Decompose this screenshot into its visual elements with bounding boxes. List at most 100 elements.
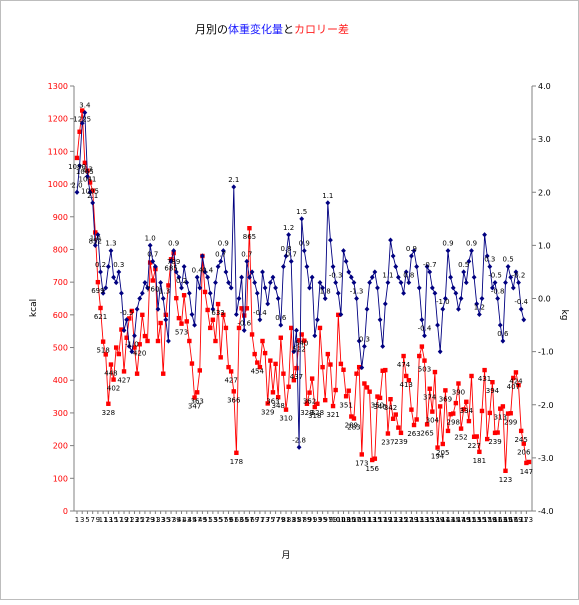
weight-point [194,274,200,280]
weight-point [113,279,119,286]
x-tick-label: 93 [313,516,322,524]
calorie-point [231,389,236,394]
calorie-point [461,407,466,412]
weight-point [456,306,461,312]
weight-data-label: 0.2 [176,277,187,285]
calorie-data-label: 633 [211,309,224,317]
calorie-point [477,449,482,455]
calorie-point [77,129,82,134]
calorie-point [82,160,88,166]
calorie-data-label: 540 [295,339,308,347]
x-tick-label: 135 [420,516,433,524]
weight-point [129,349,135,355]
x-tick-label: 33 [156,516,165,524]
weight-data-label: 1.8 [320,288,331,296]
calorie-point [283,407,289,412]
weight-point [145,285,150,291]
calorie-point [521,441,526,446]
y-right-tick-label: -1.0 [538,348,554,357]
calorie-data-label: 448 [104,370,117,378]
weight-point [273,285,278,291]
weight-data-label: 0.7 [215,250,226,258]
weight-point [257,317,263,323]
calorie-point [341,367,346,372]
weight-point [100,290,106,296]
calorie-data-label: 351 [339,401,352,409]
weight-point [395,274,401,280]
weight-point [226,279,231,286]
x-tick-label: 91 [308,516,317,524]
calorie-point [187,338,192,344]
calorie-point [260,338,265,344]
weight-point [98,269,103,275]
weight-point [267,279,273,286]
calorie-point [422,358,427,363]
calorie-point [424,422,430,427]
calorie-point [189,361,195,366]
y-right-tick-label: 3.0 [538,135,551,144]
weight-data-label: 0.9 [442,240,453,248]
weight-point [111,274,116,280]
calorie-data-label: 366 [227,396,241,404]
calorie-data-label: 369 [439,395,452,403]
x-tick-label: 133 [415,516,428,524]
y-right-tick-label: 2.0 [538,188,551,197]
calorie-point [437,404,443,409]
weight-point [87,189,93,195]
weight-point [90,200,96,206]
calorie-data-label: 427 [117,376,130,384]
weight-point [168,258,174,264]
weight-point [176,274,182,280]
calorie-data-label: 621 [94,313,107,321]
calorie-data-label: 362 [303,398,316,406]
weight-point [77,163,83,169]
calorie-point [315,401,320,406]
x-tick-label: 23 [130,516,139,524]
y-right-tick-label: 0.0 [538,295,551,304]
weight-point [247,274,252,280]
weight-data-label: 0.6 [275,314,287,322]
calorie-point [194,390,200,395]
x-tick-label: 105 [342,516,355,524]
calorie-data-label: 328 [311,409,324,417]
series-weight-change [74,109,527,450]
calorie-point [129,308,135,314]
weight-data-label: 0.9 [406,245,417,253]
weight-data-label: 1.5 [296,208,307,216]
calorie-point [155,338,161,344]
calorie-point [503,468,508,473]
calorie-point [414,417,419,422]
y-left-tick-label: 300 [53,409,68,418]
calorie-data-label: 699 [91,287,104,295]
x-tick-label: 161 [488,516,501,524]
weight-point [139,290,145,296]
x-tick-label: 169 [509,516,522,524]
weight-point [442,295,448,302]
weight-point [155,306,161,312]
calorie-point [87,180,93,185]
weight-data-label: 0.7 [147,250,158,258]
x-tick-label: 171 [514,516,527,524]
y-left-tick-label: 700 [53,278,68,287]
x-tick-label: 109 [352,516,365,524]
weight-point [74,189,80,195]
calorie-data-label: 420 [133,349,146,357]
calorie-point [244,306,250,311]
x-tick-label: 37 [167,516,176,524]
weight-point [184,279,190,286]
calorie-point [239,306,244,311]
weight-data-label: 0.3 [359,335,370,343]
weight-data-label: 0.8 [403,272,414,280]
calorie-data-label: 147 [520,468,533,476]
weight-data-label: 2.3 [82,165,93,173]
weight-point [281,264,286,270]
weight-point [132,333,137,339]
x-tick-label: 97 [323,516,332,524]
calorie-point [116,351,122,357]
weight-point [312,333,318,339]
x-tick-label: 149 [457,516,470,524]
x-tick-label: 117 [373,516,386,524]
y-right-tick-label: -2.0 [538,401,554,410]
calorie-data-label: 289 [345,422,358,430]
weight-point [152,264,158,270]
